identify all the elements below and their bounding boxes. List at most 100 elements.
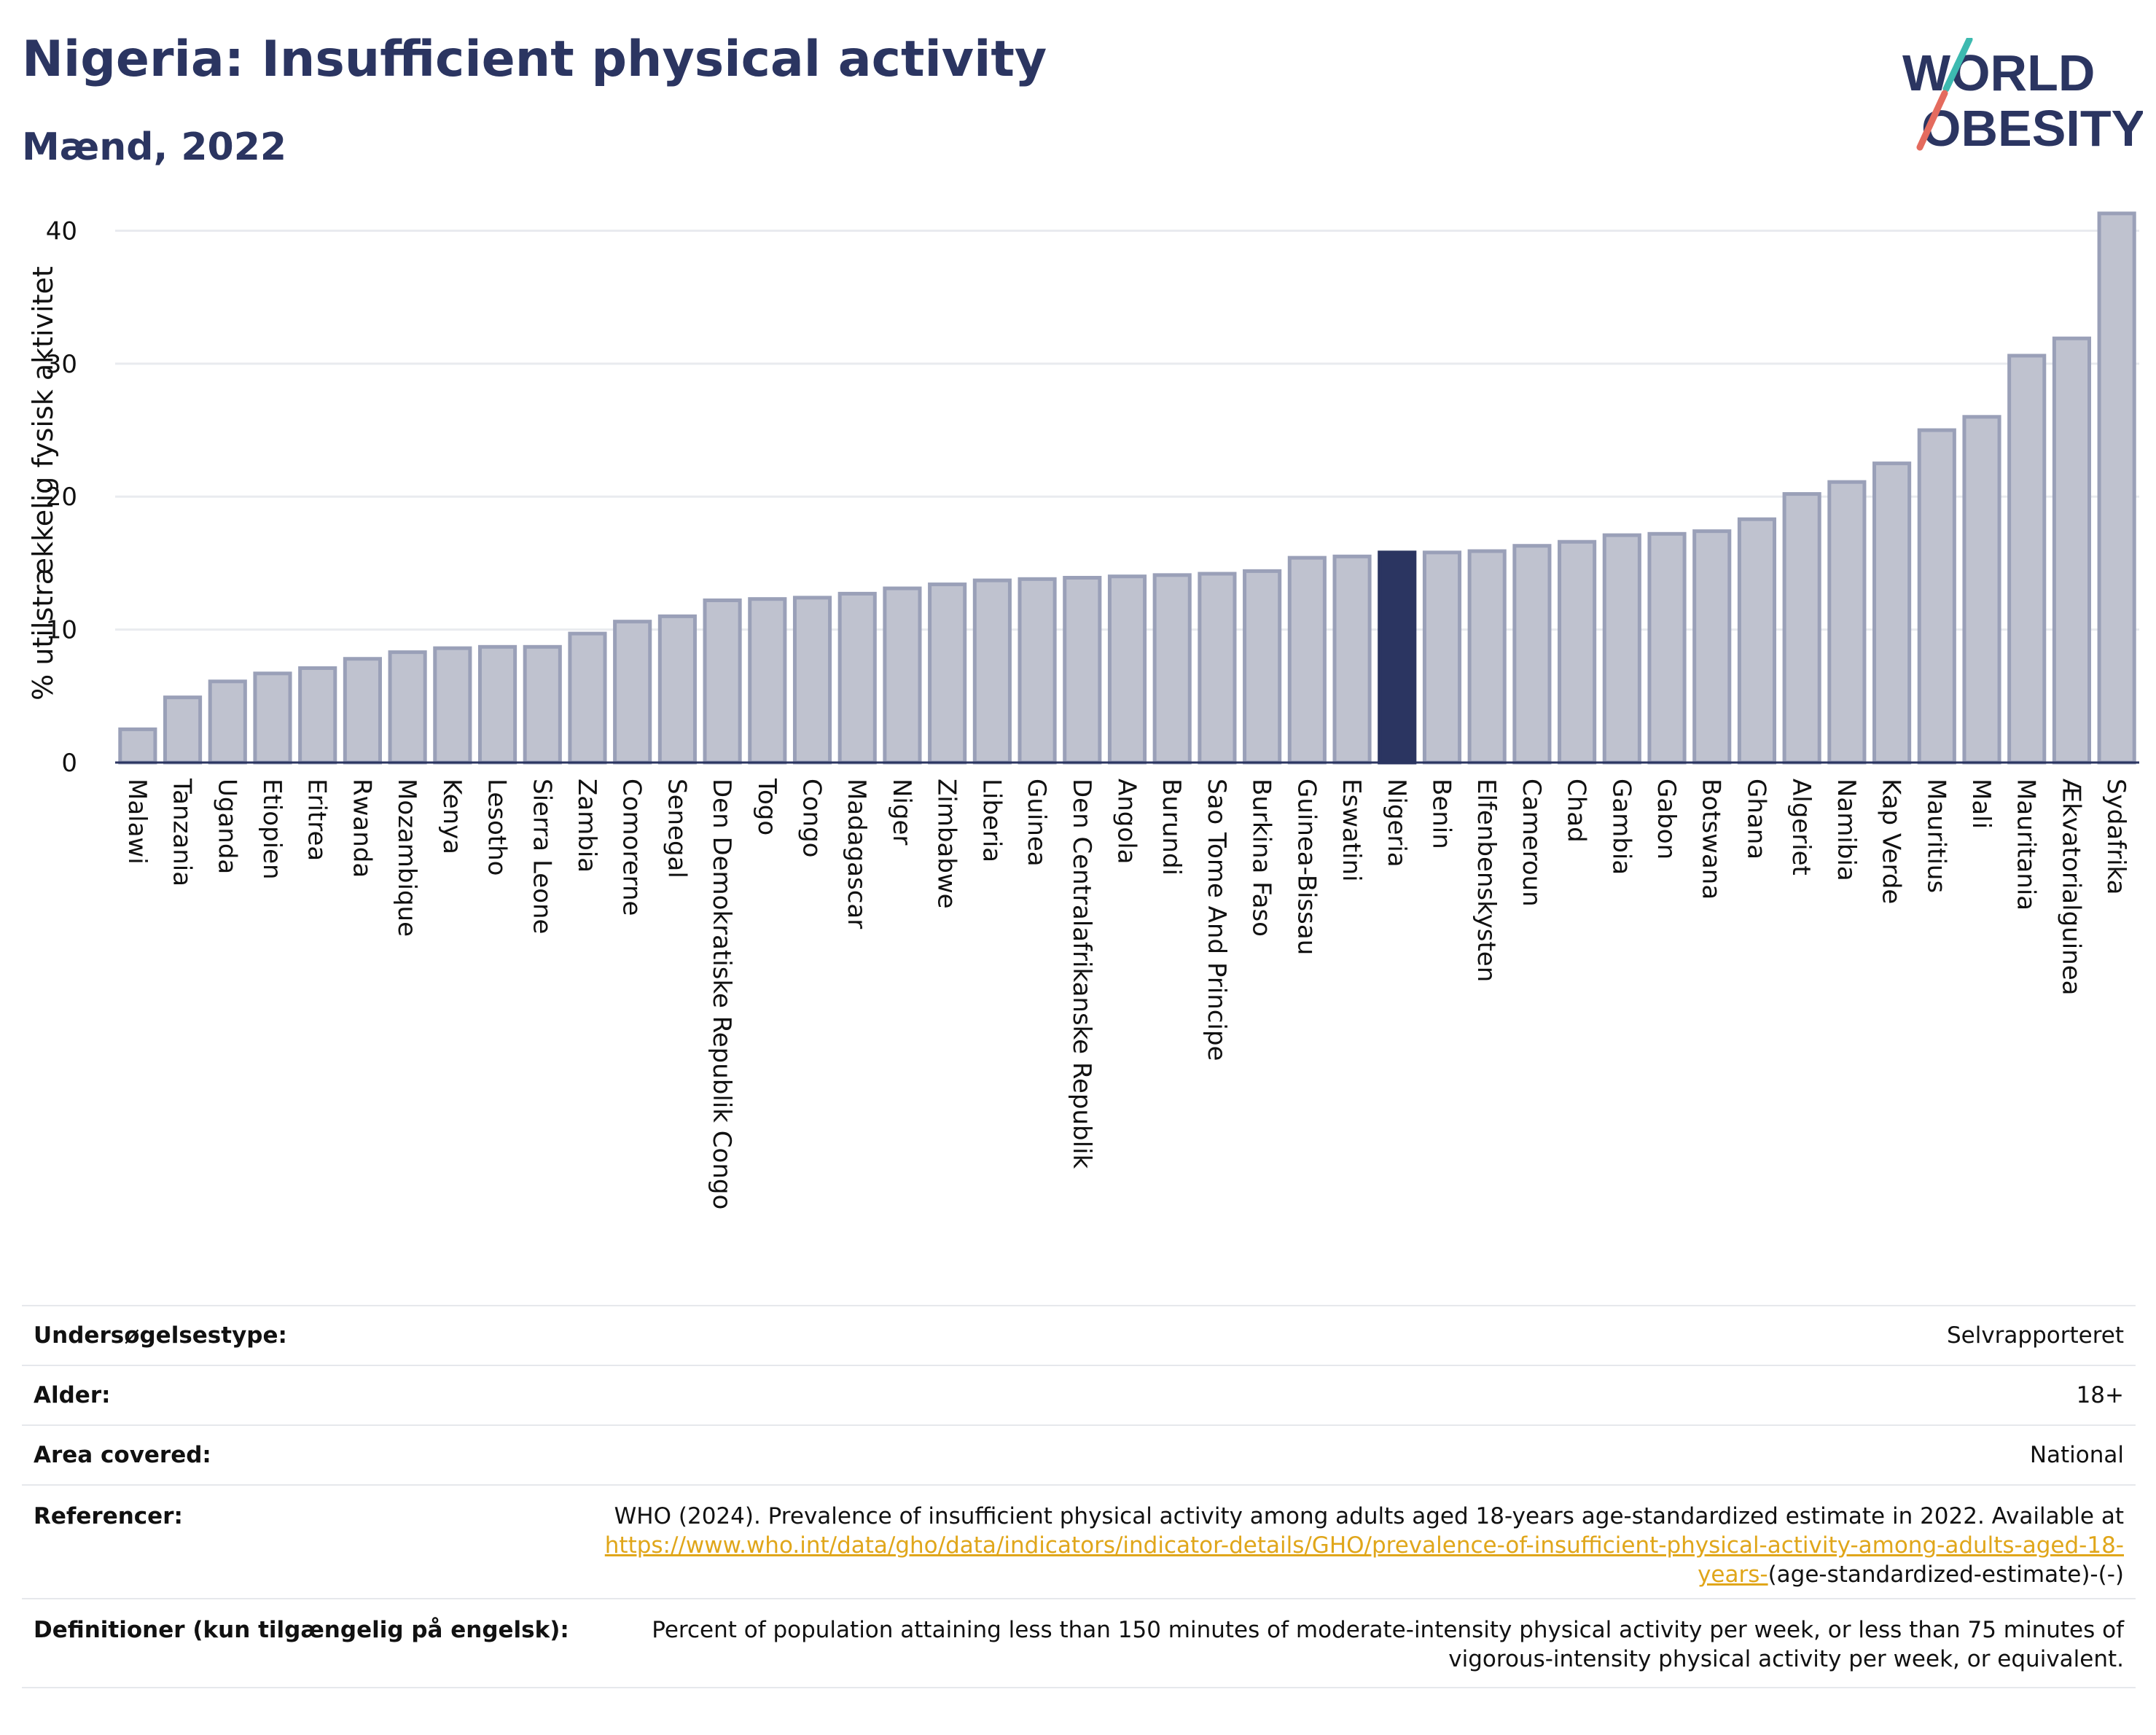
info-row-definitions: Definitioner (kun tilgængelig på engelsk… xyxy=(22,1598,2136,1688)
bar xyxy=(613,620,652,765)
x-category-label: Nigeria xyxy=(1382,779,1411,868)
x-category-label: Namibia xyxy=(1832,779,1861,881)
definitions-label: Definitioner (kun tilgængelig på engelsk… xyxy=(34,1617,569,1643)
info-row-age: Alder: 18+ xyxy=(22,1365,2136,1424)
bar xyxy=(792,596,832,765)
x-category-label: Ækvatorialguinea xyxy=(2056,779,2085,995)
bar xyxy=(1692,529,1732,765)
x-category-label: Madagascar xyxy=(842,779,871,929)
bar xyxy=(1917,428,1956,765)
x-category-label: Mauritania xyxy=(2012,779,2041,911)
survey-type-value: Selvrapporteret xyxy=(1946,1322,2124,1349)
references-value: WHO (2024). Prevalence of insufficient p… xyxy=(557,1502,2136,1589)
category-labels: Malawi Tanzania Uganda Etiopien Eritrea Rwand… xyxy=(122,778,2130,1209)
age-label: Alder: xyxy=(34,1382,111,1408)
bar xyxy=(298,666,337,765)
x-category-label: Malawi xyxy=(122,779,152,865)
references-link[interactable]: https://www.who.int/data/gho/data/indica… xyxy=(604,1532,2124,1588)
bar xyxy=(1152,573,1192,765)
references-text: WHO (2024). Prevalence of insufficient p… xyxy=(614,1503,2124,1529)
bar xyxy=(1737,517,1777,765)
x-category-label: Guinea-Bissau xyxy=(1292,779,1321,955)
bar xyxy=(388,650,427,765)
info-row-references: Referencer: WHO (2024). Prevalence of in… xyxy=(22,1484,2136,1598)
info-row-area: Area covered: National xyxy=(22,1424,2136,1484)
y-tick-label: 10 xyxy=(46,616,77,645)
bar xyxy=(523,644,562,765)
x-category-label: Comorerne xyxy=(617,779,647,916)
x-category-label: Mozambique xyxy=(392,779,421,937)
info-table: Undersøgelsestype: Selvrapporteret Alder… xyxy=(22,1305,2136,1688)
x-category-label: Elfenbenskysten xyxy=(1472,779,1501,982)
bar xyxy=(703,598,742,765)
x-category-label: Sydafrika xyxy=(2101,779,2130,894)
x-category-label: Eritrea xyxy=(302,779,332,861)
bar xyxy=(1558,539,1597,765)
bar xyxy=(163,695,203,765)
x-category-label: Liberia xyxy=(977,779,1006,862)
logo-slash-top xyxy=(1942,38,1973,93)
x-category-label: Den Demokratiske Republik Congo xyxy=(707,779,736,1209)
survey-type-label: Undersøgelsestype: xyxy=(34,1322,287,1349)
bar-chart: 0 10 20 30 40 Malawi Tanzania Uganda Etiopien Er… xyxy=(27,211,2139,1209)
bar xyxy=(118,727,157,765)
bar xyxy=(928,582,967,765)
x-category-label: Congo xyxy=(797,779,827,857)
bar xyxy=(1467,549,1507,765)
x-category-label: Burundi xyxy=(1157,779,1186,876)
x-category-label: Zambia xyxy=(572,779,601,873)
x-category-label: Rwanda xyxy=(347,779,376,878)
bar xyxy=(1647,531,1687,765)
bar xyxy=(883,586,922,765)
bar xyxy=(1512,544,1552,765)
x-category-label: Sao Tome And Principe xyxy=(1202,779,1231,1061)
bar xyxy=(1962,415,2001,765)
bar xyxy=(433,646,472,765)
x-category-label: Angola xyxy=(1112,779,1141,864)
bar xyxy=(208,679,247,765)
bar xyxy=(2007,354,2047,765)
bar xyxy=(1782,492,1821,765)
x-category-label: Benin xyxy=(1426,779,1456,849)
bar xyxy=(568,631,607,765)
bar xyxy=(1872,461,1912,765)
x-category-label: Zimbabwe xyxy=(932,779,961,909)
area-value: National xyxy=(2029,1442,2124,1468)
references-label: Referencer: xyxy=(34,1503,183,1529)
x-category-label: Botswana xyxy=(1697,779,1726,900)
bar xyxy=(1287,555,1327,765)
definitions-value: Percent of population attaining less tha… xyxy=(652,1617,2124,1672)
x-category-label: Burkina Faso xyxy=(1247,779,1276,937)
x-category-label: Niger xyxy=(887,779,916,845)
x-category-label: Cameroun xyxy=(1517,779,1546,907)
bar xyxy=(657,614,697,765)
x-category-label: Uganda xyxy=(212,779,241,874)
area-label: Area covered: xyxy=(34,1442,211,1468)
bar xyxy=(972,578,1012,765)
y-tick-label: 0 xyxy=(61,749,77,778)
bar xyxy=(1018,577,1057,765)
x-category-label: Sierra Leone xyxy=(527,779,556,934)
bar xyxy=(477,644,517,765)
y-tick-label: 40 xyxy=(46,217,77,246)
page-subtitle: Mænd, 2022 xyxy=(22,125,287,169)
axes: 0 10 20 30 40 xyxy=(46,217,2139,778)
info-row-survey: Undersøgelsestype: Selvrapporteret xyxy=(22,1305,2136,1365)
bar xyxy=(2097,211,2136,765)
x-category-label: Mali xyxy=(1966,779,1996,829)
logo-line1: WORLD xyxy=(1902,44,2095,101)
y-tick-label: 20 xyxy=(46,483,77,512)
bar xyxy=(343,657,382,765)
bar xyxy=(1243,569,1282,765)
y-tick-label: 30 xyxy=(46,350,77,379)
page-title: Nigeria: Insufficient physical activity xyxy=(22,31,1047,88)
x-category-label: Senegal xyxy=(662,779,691,878)
bar xyxy=(2052,336,2092,765)
x-category-label: Algeriet xyxy=(1786,779,1816,876)
age-value: 18+ xyxy=(2076,1382,2124,1408)
x-category-label: Mauritius xyxy=(1921,779,1950,893)
logo-line2: OBESITY xyxy=(1921,100,2143,155)
world-obesity-logo: WORLD OBESITY xyxy=(1902,38,2143,155)
bar xyxy=(1422,550,1462,765)
x-category-label: Ghana xyxy=(1741,779,1770,859)
